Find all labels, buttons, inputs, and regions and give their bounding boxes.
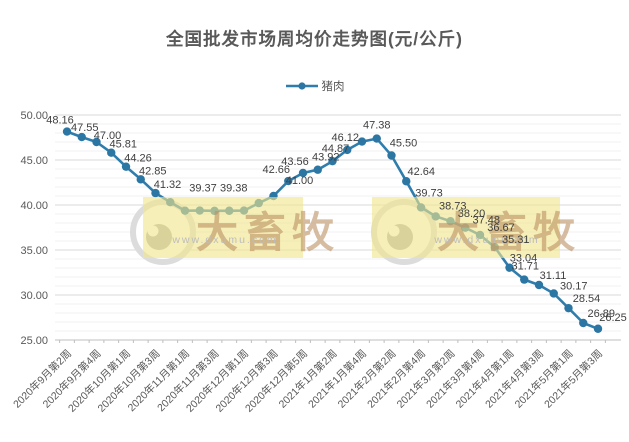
data-point-marker <box>107 148 116 157</box>
data-point-label: 47.00 <box>94 130 122 142</box>
y-axis-tick-label: 40.00 <box>20 200 48 212</box>
data-point-marker <box>593 324 603 333</box>
data-point-marker <box>372 134 381 143</box>
data-point-marker <box>520 275 529 284</box>
data-point-label: 26.89 <box>587 308 615 320</box>
data-point-label: 43.92 <box>312 152 340 164</box>
data-point-label: 44.87 <box>322 143 350 155</box>
watermark-band <box>372 197 560 258</box>
data-point-label: 33.04 <box>510 253 538 265</box>
data-point-marker <box>402 177 411 186</box>
watermark-url-text: www.dxumu.com <box>433 234 539 246</box>
data-point-marker <box>343 145 352 155</box>
data-point-marker <box>357 137 367 146</box>
y-axis-tick-label: 50.00 <box>20 110 48 122</box>
data-point-label: 44.26 <box>124 153 152 165</box>
data-point-label: 35.31 <box>502 234 530 246</box>
watermark-brand-text: 大畜牧 <box>196 209 340 256</box>
data-point-label: 47.55 <box>71 122 99 134</box>
watermark-brand-text: 大畜牧 <box>437 209 581 256</box>
chart-legend: 猪肉 <box>0 78 629 94</box>
data-point-label: 30.17 <box>560 280 588 292</box>
data-point-marker <box>136 175 145 184</box>
data-point-label: 39.38 <box>220 183 248 195</box>
y-axis-tick-label: 35.00 <box>20 245 48 257</box>
data-point-marker <box>92 137 101 147</box>
y-axis-tick-label: 30.00 <box>20 290 48 302</box>
data-point-label: 41.32 <box>154 179 182 191</box>
data-point-marker <box>328 156 337 166</box>
data-point-label: 28.54 <box>573 293 601 305</box>
chart-title: 全国批发市场周均价走势图(元/公斤) <box>165 29 464 49</box>
watermark-band <box>143 197 303 258</box>
watermark-url-text: www.dxumu.com <box>171 234 277 246</box>
data-point-label: 45.50 <box>390 138 418 150</box>
data-point-marker <box>387 151 396 160</box>
y-axis-tick-label: 25.00 <box>20 335 48 347</box>
data-point-label: 42.66 <box>262 164 290 176</box>
data-point-marker <box>579 318 588 328</box>
data-point-marker <box>505 263 514 272</box>
data-point-marker <box>284 176 293 186</box>
data-point-marker <box>121 162 131 171</box>
data-point-marker <box>298 168 308 178</box>
data-point-label: 46.12 <box>331 132 359 144</box>
legend-line-marker-icon <box>285 82 318 90</box>
data-point-label: 48.16 <box>46 115 74 127</box>
data-point-marker <box>313 165 322 174</box>
data-point-label: 31.71 <box>511 261 539 273</box>
data-point-label: 26.25 <box>599 312 627 324</box>
data-point-marker <box>151 188 160 198</box>
data-point-label: 45.81 <box>109 139 137 151</box>
data-point-label: 38.73 <box>439 200 467 212</box>
data-point-label: 37.48 <box>472 215 500 227</box>
data-point-label: 42.85 <box>139 165 167 177</box>
data-point-marker <box>564 303 573 313</box>
data-point-label: 38.20 <box>458 208 486 220</box>
data-point-label: 36.67 <box>487 222 515 234</box>
data-point-marker <box>549 289 558 298</box>
data-point-marker <box>534 280 544 290</box>
data-point-label: 41.00 <box>286 175 314 187</box>
data-point-label: 39.73 <box>415 187 443 199</box>
data-point-marker <box>62 127 72 136</box>
data-point-label: 31.11 <box>540 270 567 282</box>
data-point-label: 42.64 <box>407 166 435 178</box>
data-point-label: 47.38 <box>363 120 391 132</box>
y-axis-tick-label: 45.00 <box>20 155 48 167</box>
data-point-marker <box>77 132 86 142</box>
data-point-label: 39.37 <box>189 183 217 195</box>
legend-series-label: 猪肉 <box>321 81 345 93</box>
data-point-label: 43.56 <box>281 156 309 168</box>
